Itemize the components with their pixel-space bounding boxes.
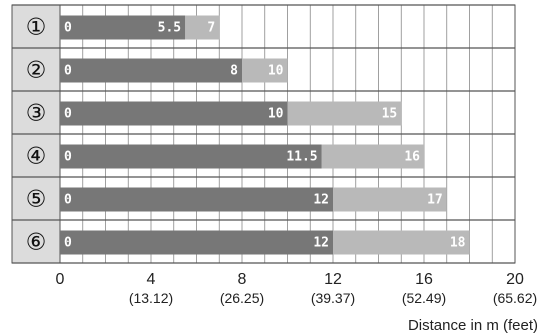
bar-start-label: 0	[64, 64, 72, 79]
category-label: ②	[26, 58, 47, 84]
bar-start-label: 0	[64, 193, 72, 208]
category-label: ⑤	[26, 187, 47, 213]
bar-start-label: 0	[64, 21, 72, 36]
bar-light-segment	[321, 144, 424, 169]
bar-light-segment	[242, 58, 288, 83]
bars: 0 5.5 7 0 8 10 0 10 15 0 11.5 16 0 12 17 0 12 18	[60, 15, 470, 255]
bar-value-label: 10	[268, 64, 284, 79]
x-tick-label: 12	[324, 271, 342, 288]
bar-value-label: 10	[268, 107, 284, 122]
category-label: ⑥	[26, 230, 47, 256]
bar-value-label: 5.5	[158, 21, 181, 36]
category-label: ④	[26, 144, 47, 170]
bar-dark-segment	[60, 230, 333, 255]
x-axis: 0 4 (13.12) 8 (26.25) 12 (39.37) 16 (52.49) 20 (65…	[56, 271, 538, 306]
bar-light-segment	[333, 187, 447, 212]
bar-start-label: 0	[64, 236, 72, 251]
row-labels: ① ② ③ ④ ⑤ ⑥	[26, 15, 47, 256]
bar-value-label: 15	[382, 107, 398, 122]
bar-dark-segment	[60, 15, 186, 40]
bar-value-label: 11.5	[286, 150, 317, 165]
x-tick-sublabel: (52.49)	[402, 290, 446, 306]
x-tick-label: 20	[506, 271, 524, 288]
x-tick-sublabel: (13.12)	[129, 290, 173, 306]
bar-light-segment	[333, 230, 470, 255]
x-tick-label: 4	[147, 271, 156, 288]
bar-start-label: 0	[64, 107, 72, 122]
x-tick-label: 16	[415, 271, 433, 288]
x-tick-sublabel: (26.25)	[220, 290, 264, 306]
category-label: ③	[26, 101, 47, 127]
bar-value-label: 12	[313, 236, 329, 251]
bar-start-label: 0	[64, 150, 72, 165]
bar-value-label: 16	[404, 150, 420, 165]
x-axis-label: Distance in m (feet)	[408, 317, 538, 333]
bar-dark-segment	[60, 101, 288, 126]
bar-light-segment	[287, 101, 402, 126]
row-bands	[11, 4, 515, 264]
bar-light-segment	[185, 15, 220, 40]
bar-dark-segment	[60, 187, 333, 212]
bar-value-label: 12	[313, 193, 329, 208]
bar-value-label: 17	[427, 193, 443, 208]
x-tick-sublabel: (65.62)	[493, 290, 537, 306]
bar-value-label: 18	[450, 236, 466, 251]
bar-value-label: 7	[207, 21, 215, 36]
x-tick-label: 8	[238, 271, 247, 288]
bar-value-label: 8	[230, 64, 238, 79]
category-label: ①	[26, 15, 47, 41]
x-tick-label: 0	[56, 271, 65, 288]
bar-dark-segment	[60, 144, 322, 169]
bar-dark-segment	[60, 58, 242, 83]
x-tick-sublabel: (39.37)	[311, 290, 355, 306]
